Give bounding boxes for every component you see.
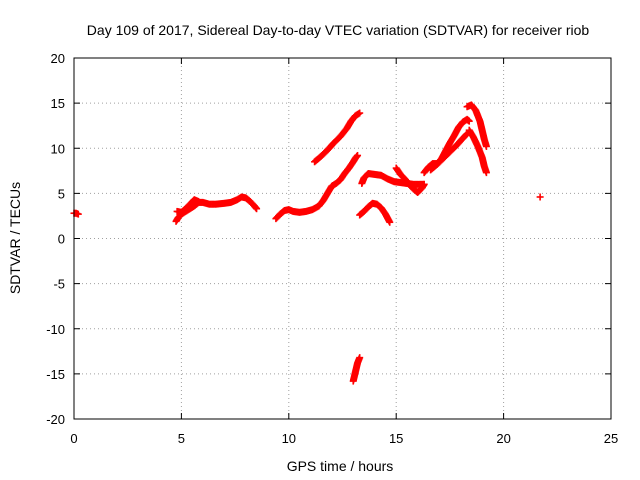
- grid: [74, 58, 611, 419]
- y-tick-label: 15: [51, 96, 65, 111]
- y-tick-label: 20: [51, 51, 65, 66]
- x-tick-label: 0: [70, 431, 77, 446]
- x-tick-label: 20: [496, 431, 510, 446]
- y-tick-label: -10: [46, 322, 65, 337]
- data-point: [356, 354, 364, 362]
- y-tick-label: -5: [53, 277, 65, 292]
- data-point: [465, 117, 473, 125]
- y-tick-label: -15: [46, 367, 65, 382]
- x-tick-label: 5: [178, 431, 185, 446]
- axis-ticks: 0 5 10 15 20 25 -20 -15 -10 -5 0 5 10 15 20: [46, 51, 618, 446]
- x-tick-label: 25: [604, 431, 618, 446]
- data-point: [356, 109, 364, 117]
- data-point: [195, 197, 203, 205]
- data-point: [74, 210, 82, 218]
- chart-title: Day 109 of 2017, Sidereal Day-to-day VTE…: [87, 22, 590, 38]
- data-point: [420, 180, 428, 188]
- data-point: [482, 142, 490, 150]
- y-tick-label: 5: [58, 186, 65, 201]
- data-point: [253, 205, 261, 213]
- y-tick-label: 0: [58, 232, 65, 247]
- data-point: [536, 193, 544, 201]
- x-axis-label: GPS time / hours: [287, 458, 394, 474]
- data-point: [386, 218, 394, 226]
- data-marks: [70, 101, 544, 385]
- y-tick-label: 10: [51, 141, 65, 156]
- data-point: [482, 169, 490, 177]
- y-axis-label: SDTVAR / TECUs: [7, 182, 23, 294]
- data-point: [354, 151, 362, 159]
- x-tick-label: 15: [389, 431, 403, 446]
- x-tick-label: 10: [282, 431, 296, 446]
- y-tick-label: -20: [46, 412, 65, 427]
